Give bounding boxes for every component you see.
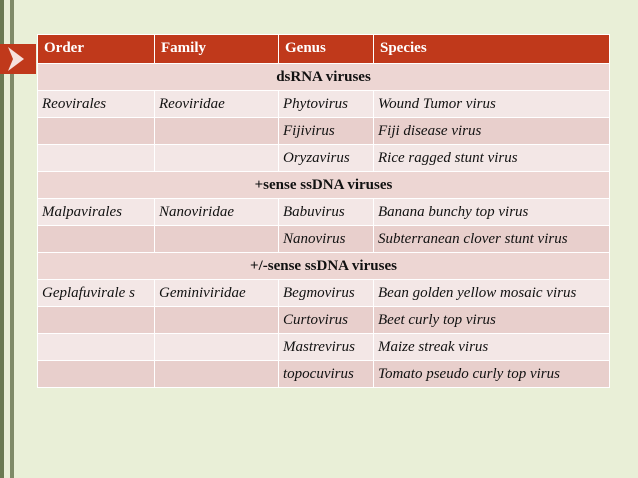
table-row: Fijivirus Fiji disease virus: [37, 117, 610, 145]
cell-genus: Begmovirus: [278, 279, 374, 307]
table-row: Geplafuvirale s Geminiviridae Begmovirus Be…: [37, 279, 610, 307]
table-row: topocuvirus Tomato pseudo curly top virus: [37, 360, 610, 388]
group-label: +/-sense ssDNA viruses: [37, 252, 610, 280]
cell-order: [37, 360, 155, 388]
cell-genus: Oryzavirus: [278, 144, 374, 172]
cell-genus: Babuvirus: [278, 198, 374, 226]
cell-species: Banana bunchy top virus: [373, 198, 610, 226]
decorative-left-bar: [0, 0, 4, 478]
cell-family: Geminiviridae: [154, 279, 279, 307]
header-genus: Genus: [278, 34, 374, 64]
cell-order: [37, 306, 155, 334]
header-family: Family: [154, 34, 279, 64]
table-body: dsRNA viruses Reovirales Reoviridae Phytovi…: [37, 63, 610, 388]
cell-order: Reovirales: [37, 90, 155, 118]
cell-family: [154, 360, 279, 388]
group-row: +sense ssDNA viruses: [37, 171, 610, 199]
virus-classification-table: Order Family Genus Species dsRNA viruses…: [37, 34, 610, 388]
cell-species: Subterranean clover stunt virus: [373, 225, 610, 253]
table-header-row: Order Family Genus Species: [37, 34, 610, 64]
cell-species: Bean golden yellow mosaic virus: [373, 279, 610, 307]
group-label: +sense ssDNA viruses: [37, 171, 610, 199]
cell-species: Maize streak virus: [373, 333, 610, 361]
table-row: Nanovirus Subterranean clover stunt virus: [37, 225, 610, 253]
group-label: dsRNA viruses: [37, 63, 610, 91]
arrow-right-icon: [8, 47, 24, 71]
table-row: Oryzavirus Rice ragged stunt virus: [37, 144, 610, 172]
cell-genus: Phytovirus: [278, 90, 374, 118]
cell-family: [154, 306, 279, 334]
cell-family: [154, 117, 279, 145]
table-row: Reovirales Reoviridae Phytovirus Wound Tumo…: [37, 90, 610, 118]
decorative-vertical-bar: [10, 0, 14, 478]
cell-family: Reoviridae: [154, 90, 279, 118]
cell-order: [37, 144, 155, 172]
cell-order: [37, 117, 155, 145]
cell-genus: topocuvirus: [278, 360, 374, 388]
table-row: Malpavirales Nanoviridae Babuvirus Banana b…: [37, 198, 610, 226]
cell-species: Beet curly top virus: [373, 306, 610, 334]
cell-genus: Mastrevirus: [278, 333, 374, 361]
cell-family: [154, 225, 279, 253]
cell-species: Fiji disease virus: [373, 117, 610, 145]
group-row: +/-sense ssDNA viruses: [37, 252, 610, 280]
cell-genus: Curtovirus: [278, 306, 374, 334]
table-row: Curtovirus Beet curly top virus: [37, 306, 610, 334]
cell-species: Rice ragged stunt virus: [373, 144, 610, 172]
header-order: Order: [37, 34, 155, 64]
cell-family: [154, 144, 279, 172]
cell-order: Geplafuvirale s: [37, 279, 155, 307]
cell-family: [154, 333, 279, 361]
group-row: dsRNA viruses: [37, 63, 610, 91]
header-species: Species: [373, 34, 610, 64]
table-row: Mastrevirus Maize streak virus: [37, 333, 610, 361]
cell-order: [37, 225, 155, 253]
cell-genus: Fijivirus: [278, 117, 374, 145]
cell-species: Tomato pseudo curly top virus: [373, 360, 610, 388]
cell-family: Nanoviridae: [154, 198, 279, 226]
cell-species: Wound Tumor virus: [373, 90, 610, 118]
cell-order: [37, 333, 155, 361]
cell-order: Malpavirales: [37, 198, 155, 226]
cell-genus: Nanovirus: [278, 225, 374, 253]
